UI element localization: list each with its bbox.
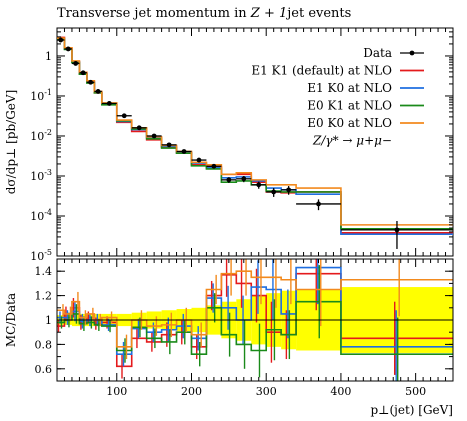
data-marker xyxy=(271,189,277,195)
data-marker xyxy=(394,227,400,233)
data-point xyxy=(101,101,117,106)
y-tick-label: 10-3 xyxy=(30,168,52,183)
x-tick-label: 200 xyxy=(181,385,202,398)
ratio-y-tick-label: 0.8 xyxy=(35,338,53,351)
main-y-axis-ticks: 10-5 10-4 10-3 10-2 10-1 1 xyxy=(30,27,454,263)
x-tick-label: 300 xyxy=(256,385,277,398)
ratio-y-tick-label: 1.4 xyxy=(35,265,53,278)
y-tick-label: 10-5 xyxy=(30,248,52,263)
chart-title: Transverse jet momentum in Z + 1jet even… xyxy=(57,6,351,21)
data-point xyxy=(116,113,132,119)
data-point xyxy=(131,125,147,131)
data-point xyxy=(236,175,252,183)
data-point xyxy=(340,220,453,249)
x-tick-label: 100 xyxy=(106,385,127,398)
data-point xyxy=(281,186,297,195)
legend-label: Data xyxy=(363,46,392,60)
data-point xyxy=(296,199,341,211)
legend-label: E1 K0 at NLO xyxy=(307,81,392,95)
data-point xyxy=(251,181,267,189)
ratio-line-e0-k0-at-nlo xyxy=(57,270,453,348)
data-marker xyxy=(136,125,142,131)
data-point xyxy=(71,61,80,66)
data-marker xyxy=(241,176,247,182)
data-marker xyxy=(211,163,217,169)
data-marker xyxy=(88,79,94,85)
data-point xyxy=(206,163,222,169)
legend-label: E0 K0 at NLO xyxy=(307,116,392,130)
data-point xyxy=(176,149,192,154)
main-plot-frame xyxy=(56,27,454,257)
data-marker xyxy=(121,113,127,119)
process-label: Z/γ* → μ+μ− xyxy=(312,134,392,148)
data-marker xyxy=(58,37,64,43)
legend-label: E1 K1 (default) at NLO xyxy=(251,64,392,78)
main-panel: 10-5 10-4 10-3 10-2 10-1 1 Transverse jet mom… xyxy=(4,6,454,263)
data-marker xyxy=(196,157,202,163)
y-tick-label: 10-2 xyxy=(30,128,52,143)
main-series-group xyxy=(57,36,453,249)
ratio-line-e1-k0-at-nlo xyxy=(57,266,453,355)
data-marker xyxy=(181,149,187,154)
data-point xyxy=(146,133,162,139)
ratio-y-axis-label: MC/Data xyxy=(4,293,18,347)
main-y-axis-label: dσ/dp⊥ [pb/GeV] xyxy=(4,90,18,195)
y-tick-label: 10-4 xyxy=(30,208,52,223)
data-point xyxy=(161,142,177,148)
data-point xyxy=(221,177,237,183)
ratio-series-group xyxy=(57,259,453,381)
x-tick-label: 500 xyxy=(405,385,426,398)
data-point xyxy=(79,70,87,76)
ratio-y-tick-label: 0.6 xyxy=(35,363,53,376)
data-point xyxy=(64,46,72,52)
y-tick-label: 10-1 xyxy=(30,88,52,103)
data-marker xyxy=(151,133,157,139)
x-tick-label: 400 xyxy=(330,385,351,398)
data-marker xyxy=(80,70,86,76)
data-marker xyxy=(95,89,101,94)
data-marker xyxy=(166,142,172,148)
data-point xyxy=(94,89,102,94)
y-tick-label: 1 xyxy=(45,50,52,63)
legend: Data E1 K1 (default) at NLO E1 K0 at NLO E0… xyxy=(251,46,424,148)
data-point xyxy=(266,188,282,197)
data-marker xyxy=(226,177,232,183)
data-marker xyxy=(65,46,71,52)
ratio-panel: 100 200 300 400 500 0.6 0.8 1 1.2 1.4 MC/Data p⊥(… xyxy=(4,258,454,417)
x-axis-label: p⊥(jet) [GeV] xyxy=(370,403,453,417)
legend-marker xyxy=(409,50,415,56)
ratio-y-tick-label: 1.2 xyxy=(35,290,53,303)
data-marker xyxy=(106,101,112,106)
data-marker xyxy=(286,187,292,193)
data-point xyxy=(86,79,95,85)
data-marker xyxy=(316,201,321,207)
legend-label: E0 K1 at NLO xyxy=(307,99,392,113)
data-point xyxy=(57,37,65,43)
ratio-y-tick-label: 1 xyxy=(45,314,52,327)
ratio-axis-ticks: 100 200 300 400 500 0.6 0.8 1 1.2 1.4 xyxy=(35,258,454,398)
data-marker xyxy=(256,182,262,188)
data-marker xyxy=(73,61,79,66)
data-point xyxy=(191,157,207,163)
